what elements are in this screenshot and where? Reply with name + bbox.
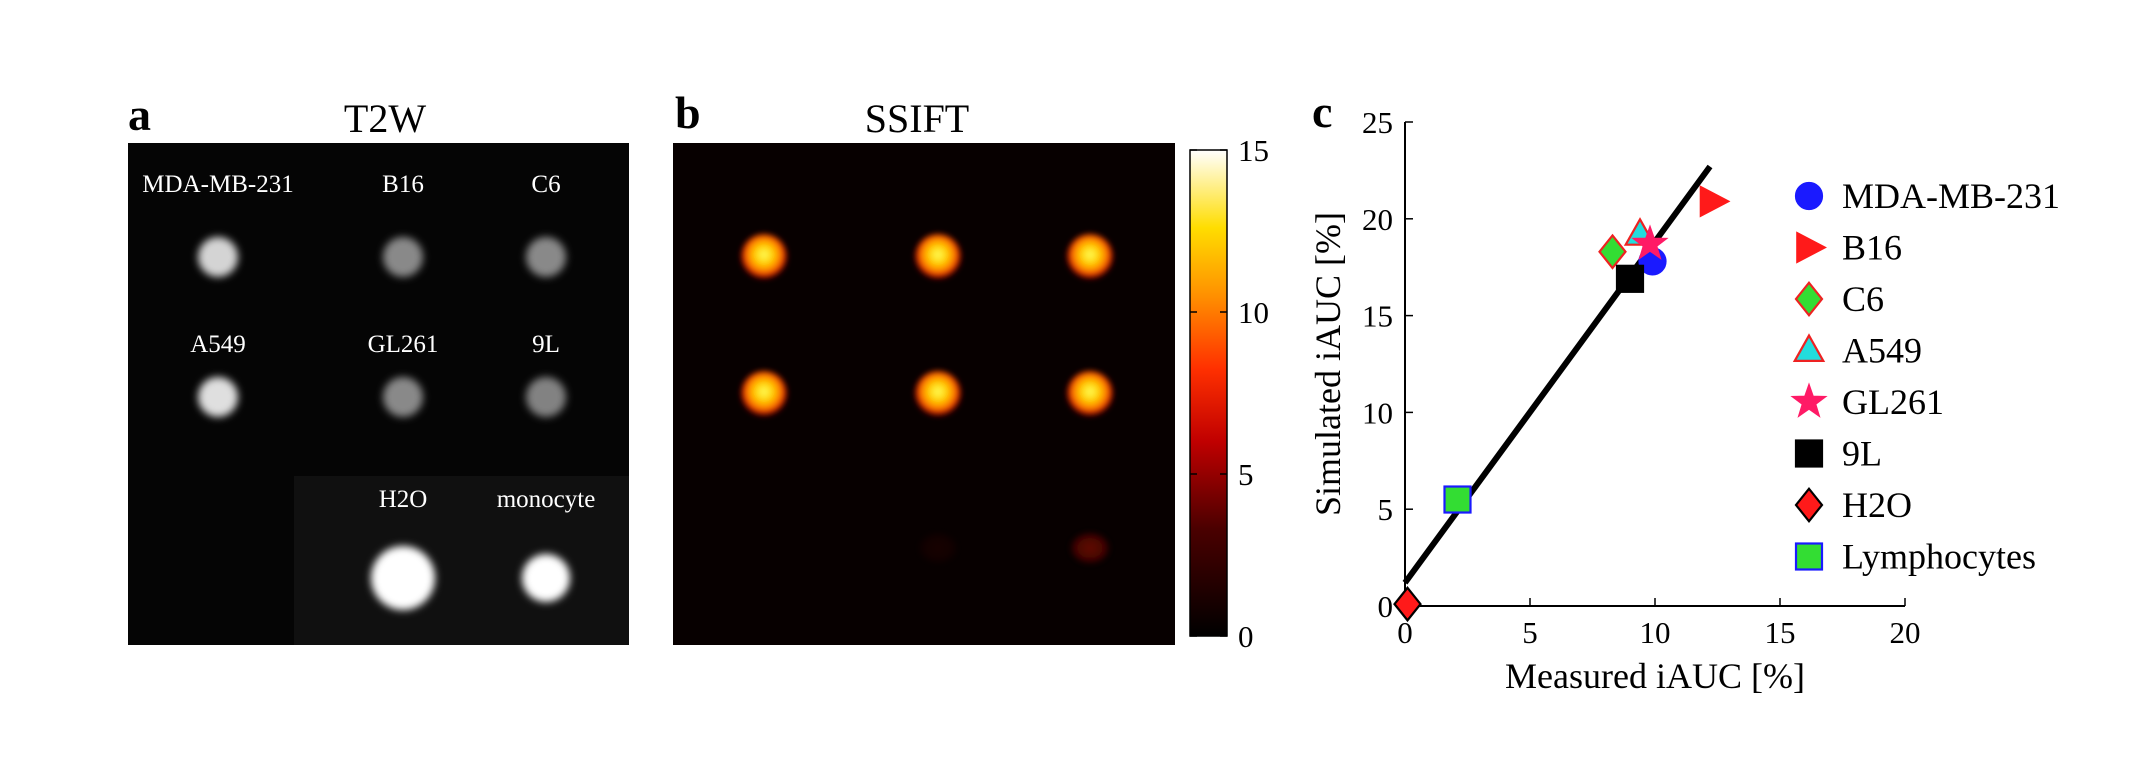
colorbar (1189, 149, 1228, 637)
legend-label-gl261: GL261 (1842, 382, 1944, 422)
legend-marker-h2o (1794, 486, 1824, 524)
x-tick-label: 10 (1640, 615, 1671, 650)
t2w-spot-mda-mb-231 (198, 237, 238, 277)
x-tick-label: 20 (1890, 615, 1921, 650)
legend-label-b16: B16 (1842, 228, 1902, 268)
t2w-label-gl261: GL261 (368, 331, 439, 358)
y-tick-label: 0 (1378, 589, 1394, 624)
ssift-spot-2 (915, 234, 961, 280)
t2w-label-b16: B16 (382, 171, 424, 198)
scatter-legend: MDA-MB-231 B16 C6 A549 GL261 9L H2O Lymphocytes (1790, 176, 2060, 577)
t2w-spot-a549 (198, 377, 238, 417)
panel-b: b SSIFT 15 10 5 0 (673, 87, 1269, 654)
point-h2o (1393, 586, 1422, 623)
legend-label-mda-mb-231: MDA-MB-231 (1842, 176, 2060, 216)
y-tick-label: 15 (1362, 299, 1393, 334)
panel-c: c 0 5 10 15 20 0 5 10 15 20 25 Measured iAUC [%] Sim… (1308, 86, 2060, 696)
ssift-spot-9 (1070, 532, 1110, 564)
point-b16 (1699, 185, 1731, 218)
panel-a: a T2W MDA-MB-231 B16 C6 A549 GL261 9L H2O monoc… (128, 89, 629, 645)
panel-b-label: b (675, 87, 701, 138)
legend-label-c6: C6 (1842, 279, 1884, 319)
ssift-spot-6 (1067, 371, 1113, 417)
y-tick-label: 10 (1362, 395, 1393, 430)
t2w-spot-h2o (371, 546, 435, 610)
x-tick-label: 5 (1522, 615, 1538, 650)
scatter-plot: 0 5 10 15 20 0 5 10 15 20 25 Measured iAUC [%] Simul… (1308, 105, 1921, 696)
t2w-label-monocyte: monocyte (497, 486, 596, 513)
colorbar-tick-label: 5 (1238, 457, 1254, 492)
y-tick-label: 5 (1378, 492, 1394, 527)
t2w-spot-9l (526, 377, 566, 417)
colorbar-tick-label: 15 (1238, 133, 1269, 168)
t2w-cell-grid: MDA-MB-231 B16 C6 A549 GL261 9L H2O monocyte (142, 171, 595, 610)
colorbar-tick-label: 0 (1238, 619, 1254, 654)
legend-label-h2o: H2O (1842, 485, 1912, 525)
ssift-spot-4 (741, 371, 787, 417)
t2w-spot-b16 (383, 237, 423, 277)
x-tick-label: 0 (1397, 615, 1413, 650)
legend-marker-c6 (1794, 280, 1824, 318)
legend-label-lymphocytes: Lymphocytes (1842, 537, 2036, 577)
ssift-spot-grid (741, 234, 1113, 564)
panel-a-label: a (128, 89, 151, 140)
colorbar-tick-label: 10 (1238, 295, 1269, 330)
t2w-label-mda-mb-231: MDA-MB-231 (142, 171, 293, 198)
point-gl261 (1631, 224, 1669, 260)
legend-label-9l: 9L (1842, 434, 1882, 474)
t2w-spot-monocyte (522, 554, 570, 602)
panel-b-title: SSIFT (865, 96, 970, 141)
x-tick-label: 15 (1765, 615, 1796, 650)
y-tick-label: 25 (1362, 105, 1393, 140)
legend-label-a549: A549 (1842, 331, 1922, 371)
legend-marker-lymphocytes (1794, 542, 1824, 571)
legend-marker-gl261 (1790, 382, 1828, 418)
ssift-spot-1 (741, 234, 787, 280)
legend-marker-9l (1794, 439, 1824, 468)
ssift-spot-3 (1067, 234, 1113, 280)
point-9l (1615, 264, 1645, 293)
legend-marker-a549 (1792, 333, 1826, 362)
y-tick-label: 20 (1362, 202, 1393, 237)
t2w-label-9l: 9L (532, 331, 560, 358)
ssift-spot-5 (915, 371, 961, 417)
t2w-bottom-region (294, 476, 629, 645)
panel-c-label: c (1312, 86, 1332, 137)
t2w-label-a549: A549 (190, 331, 246, 358)
legend-marker-mda-mb-231 (1794, 181, 1824, 211)
t2w-spot-gl261 (383, 377, 423, 417)
fit-line (1402, 164, 1713, 585)
colorbar-ticks: 15 10 5 0 (1190, 133, 1269, 654)
t2w-label-h2o: H2O (379, 486, 428, 513)
t2w-spot-c6 (526, 237, 566, 277)
point-c6 (1598, 233, 1627, 270)
ssift-spot-8 (918, 532, 958, 564)
y-axis-label: Simulated iAUC [%] (1308, 212, 1348, 516)
t2w-label-c6: C6 (531, 171, 560, 198)
point-lymphocytes (1443, 485, 1472, 514)
legend-marker-b16 (1796, 231, 1827, 264)
x-axis-label: Measured iAUC [%] (1505, 656, 1805, 696)
panel-a-title: T2W (344, 96, 426, 141)
